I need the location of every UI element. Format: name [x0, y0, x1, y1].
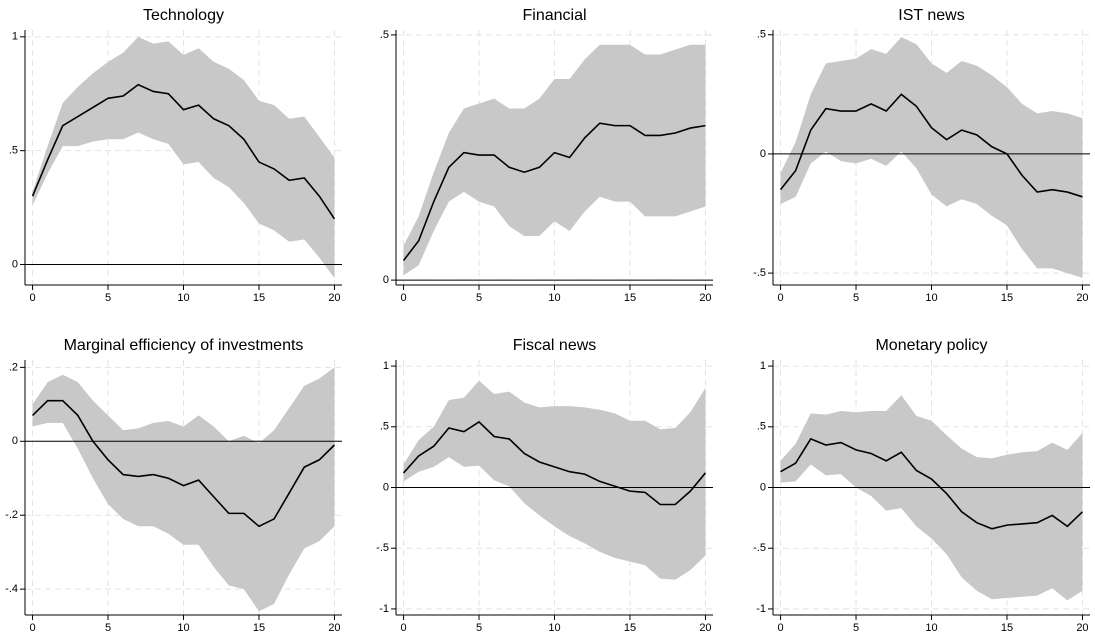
confidence-band [403, 380, 706, 580]
impulse-response-line [31, 399, 336, 528]
y-tick-label: .5 [380, 421, 389, 433]
y-tick-label: .5 [9, 145, 18, 157]
confidence-band [32, 36, 335, 279]
y-tick-label: -.5 [753, 267, 766, 279]
y-tick-label: .5 [757, 421, 766, 433]
y-tick-label: -.2 [5, 509, 18, 521]
y-tick-label: -1 [756, 603, 766, 615]
y-tick-label: 0 [760, 481, 766, 493]
x-tick-label: 10 [925, 622, 937, 634]
impulse-response-line [402, 122, 706, 261]
x-tick-label: 5 [853, 622, 859, 634]
x-tick-label: 5 [476, 292, 482, 304]
panel: Fiscal news-1-.50.510 5 10 15 20 [376, 337, 713, 634]
panel-title: Technology [143, 7, 224, 24]
x-tick-label: 20 [699, 292, 711, 304]
panel: Marginal efficiency of investments -.4 -.2… [5, 337, 342, 634]
impulse-response-line [31, 83, 336, 220]
y-tick-label: 0 [383, 274, 389, 286]
x-tick-label: 15 [624, 292, 636, 304]
y-tick-label: 1 [383, 360, 389, 372]
impulse-response-line [402, 420, 707, 506]
x-tick-label: 10 [925, 292, 937, 304]
y-tick-label: -.4 [5, 583, 18, 595]
x-tick-label: 15 [253, 292, 265, 304]
impulse-response-line [780, 437, 1084, 530]
x-tick-label: 0 [777, 292, 783, 304]
y-tick-label: 0 [383, 481, 389, 493]
panel-title: Financial [522, 7, 586, 24]
y-tick-label: 1 [12, 31, 18, 43]
y-tick-label: 0 [12, 258, 18, 270]
y-tick-label: 1 [760, 360, 766, 372]
x-tick-label: 0 [400, 622, 406, 634]
panel-title: Marginal efficiency of investments [64, 337, 304, 354]
x-tick-label: 5 [105, 292, 111, 304]
impulse-response-line [779, 93, 1083, 198]
x-tick-label: 15 [1001, 622, 1013, 634]
panel: IST news -.5 0 .5 0 5 10 15 20 [753, 7, 1090, 304]
x-tick-label: 20 [328, 622, 340, 634]
x-tick-label: 15 [1001, 292, 1013, 304]
y-tick-label: -1 [379, 603, 389, 615]
panel: Financial 0 .5 0 5 10 15 20 [380, 7, 713, 304]
confidence-band [32, 367, 335, 612]
x-tick-label: 0 [400, 292, 406, 304]
confidence-band [780, 395, 1083, 601]
panel-title: IST news [898, 7, 964, 24]
x-tick-label: 20 [1076, 292, 1088, 304]
x-tick-label: 5 [853, 292, 859, 304]
y-tick-label: -.5 [376, 542, 389, 554]
x-tick-label: 10 [177, 622, 189, 634]
x-tick-label: 0 [29, 292, 35, 304]
x-tick-label: 0 [777, 622, 783, 634]
x-tick-label: 0 [29, 622, 35, 634]
x-tick-label: 20 [1076, 622, 1088, 634]
y-tick-label: 0 [12, 435, 18, 447]
y-tick-label: 0 [760, 148, 766, 160]
y-tick-label: .5 [757, 29, 766, 41]
panel: Monetary policy-1-.50.510 5 10 15 20 [753, 337, 1090, 634]
panel-title: Fiscal news [513, 337, 597, 354]
x-tick-label: 5 [105, 622, 111, 634]
x-tick-label: 10 [177, 292, 189, 304]
y-tick-label: .2 [9, 361, 18, 373]
panel-title: Monetary policy [875, 337, 987, 354]
x-tick-label: 20 [328, 292, 340, 304]
x-tick-label: 10 [548, 292, 560, 304]
x-tick-label: 20 [699, 622, 711, 634]
confidence-band [780, 37, 1083, 278]
y-tick-label: -.5 [753, 542, 766, 554]
y-tick-label: .5 [380, 29, 389, 41]
x-tick-label: 10 [548, 622, 560, 634]
x-tick-label: 5 [476, 622, 482, 634]
x-tick-label: 15 [253, 622, 265, 634]
confidence-band [403, 44, 706, 276]
x-tick-label: 15 [624, 622, 636, 634]
